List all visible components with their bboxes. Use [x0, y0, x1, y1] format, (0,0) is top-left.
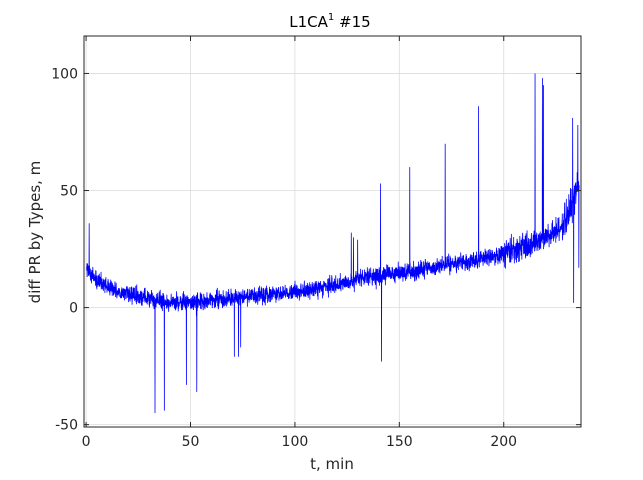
grid-lines	[84, 36, 581, 427]
series-line	[86, 73, 580, 413]
chart-title-rest: #15	[334, 13, 370, 31]
x-tick-label: 200	[490, 434, 517, 450]
chart-title-superscript: 1	[328, 12, 334, 23]
y-tick-label: 100	[51, 66, 78, 82]
y-axis-label: diff PR by Types, m	[26, 161, 44, 304]
x-axis-label: t, min	[310, 455, 354, 473]
axes-box	[83, 35, 582, 428]
y-tick-label: 0	[69, 301, 78, 317]
y-tick-label: -50	[55, 418, 78, 434]
axis-ticks	[84, 36, 581, 427]
y-tick-label: 50	[60, 184, 78, 200]
chart-title-main: L1CA	[289, 13, 328, 31]
x-tick-label: 100	[282, 434, 309, 450]
chart-title: L1CA1 #15	[289, 12, 370, 31]
x-tick-label: 50	[182, 434, 200, 450]
plot-area	[86, 73, 580, 413]
x-tick-label: 150	[386, 434, 413, 450]
x-tick-label: 0	[82, 434, 91, 450]
